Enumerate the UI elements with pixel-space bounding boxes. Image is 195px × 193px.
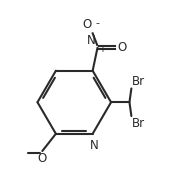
Text: O: O: [117, 41, 127, 54]
Text: -: -: [95, 18, 99, 28]
Text: +: +: [98, 43, 106, 53]
Text: Br: Br: [132, 75, 145, 88]
Text: O: O: [82, 18, 92, 31]
Text: Br: Br: [132, 117, 145, 130]
Text: O: O: [38, 152, 47, 165]
Text: N: N: [90, 139, 99, 152]
Text: N: N: [87, 34, 96, 47]
